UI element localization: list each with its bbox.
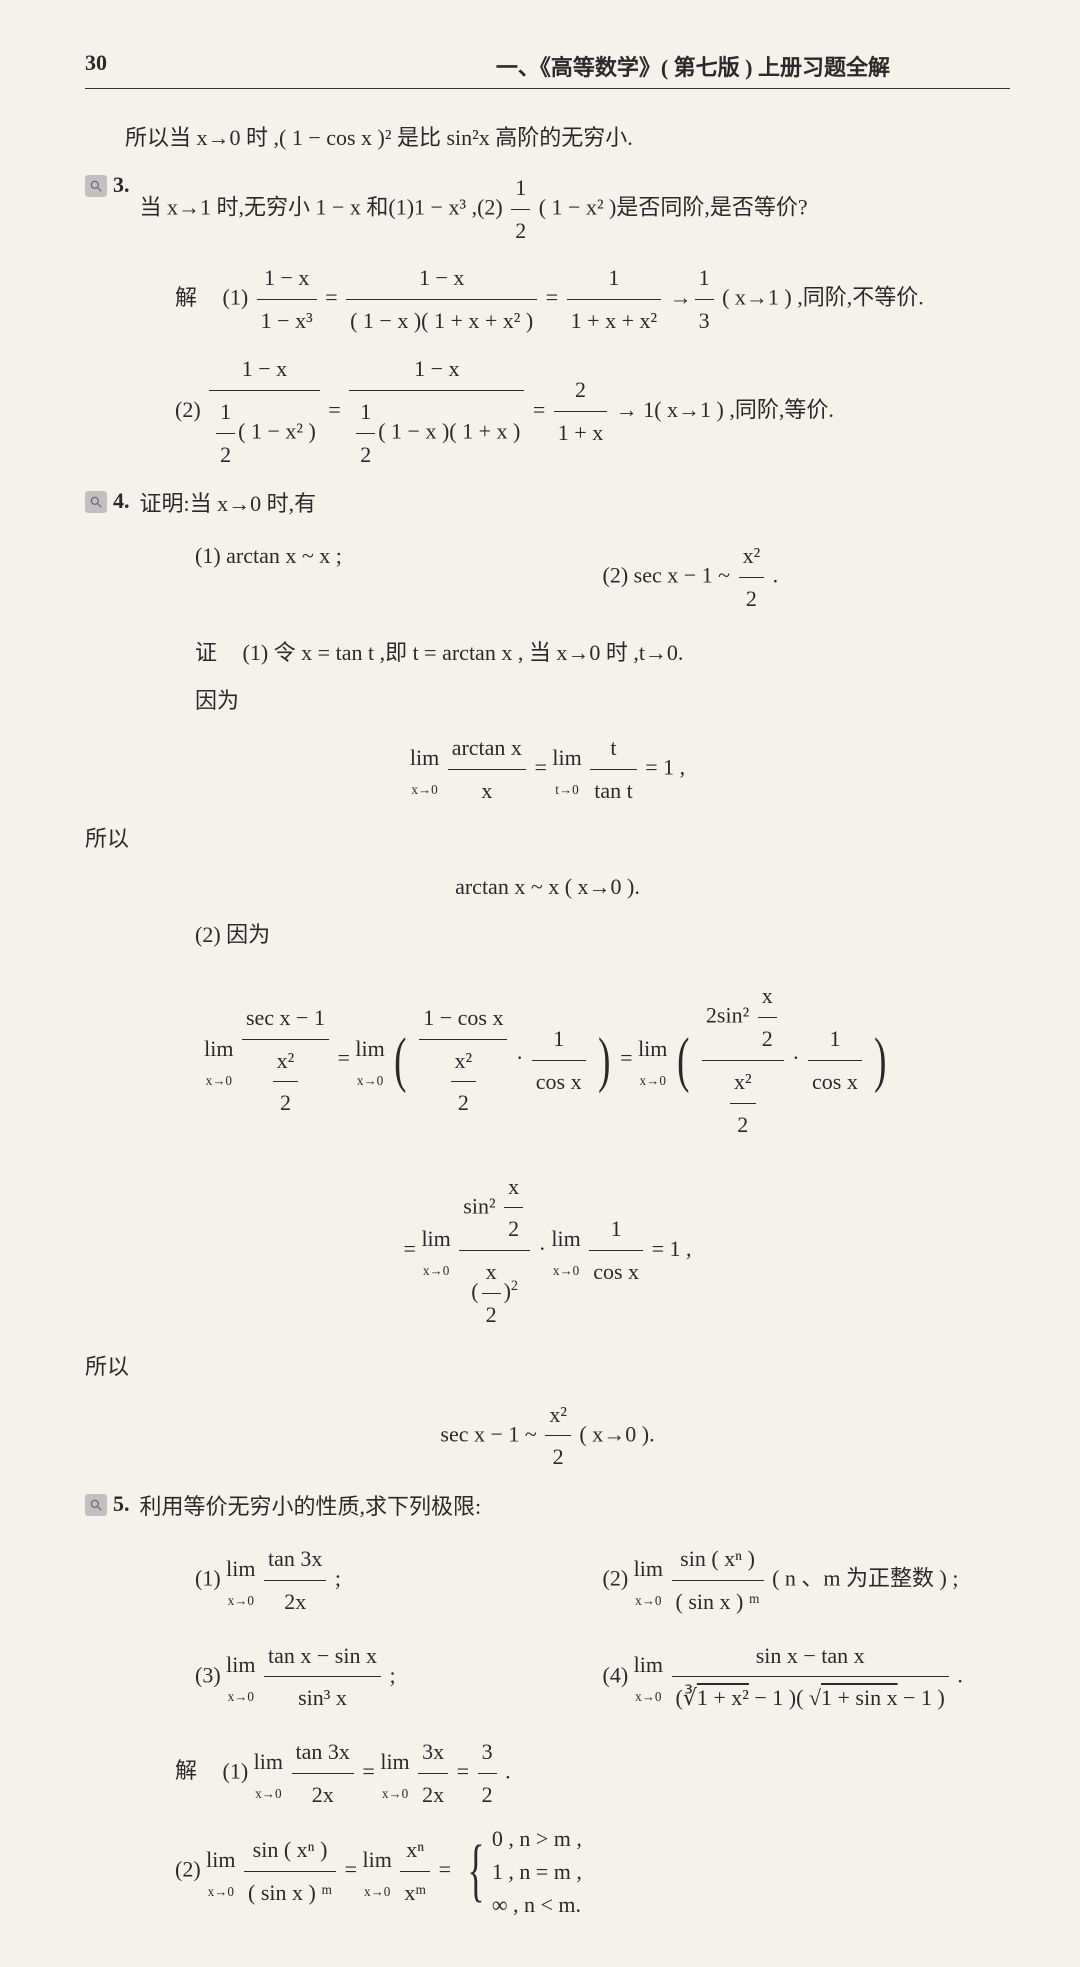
p5-sol2: (2) limx→0 sin ( xⁿ )( sin x ) ᵐ = limx→… [85,1822,1010,1921]
p4-part2: (2) sec x − 1 ~ x²2 . [603,535,1011,620]
problem-text: 利用等价无穷小的性质,求下列极限: [140,1486,1011,1528]
p4-because: 因为 [85,680,1010,722]
page-header: 30 一、《高等数学》( 第七版 ) 上册习题全解 [85,50,1010,89]
problem-3: 3. 当 x→1 时,无穷小 1 − x 和(1)1 − x³ ,(2) 12 … [85,167,1010,252]
p3-solution-1: 解 (1) 1 − x1 − x³ = 1 − x( 1 − x )( 1 + … [85,257,1010,342]
p4-eq1: limx→0 arctan xx = limt→0 ttan t = 1 , [85,727,1010,812]
magnify-icon [85,1494,107,1516]
p4-so: 所以 [85,818,1010,860]
problem-number: 3. [113,172,130,198]
problem-text: 当 x→1 时,无穷小 1 − x 和(1)1 − x³ ,(2) 12 ( 1… [140,167,1011,252]
p4-parts: (1) arctan x ~ x ; (2) sec x − 1 ~ x²2 . [85,529,1010,626]
p4-conc2: sec x − 1 ~ x²2 ( x→0 ). [85,1394,1010,1479]
p4-eq2-line2: = limx→0 sin² x2 (x2)2 · limx→0 1cos x =… [85,1166,1010,1336]
p4-conc1: arctan x ~ x ( x→0 ). [85,866,1010,908]
intro-line: 所以当 x→0 时 ,( 1 − cos x )² 是比 sin²x 高阶的无穷… [85,117,1010,159]
p4-eq2-line1: limx→0 sec x − 1 x²2 = limx→0 ( 1 − cos … [85,975,1010,1145]
p4-so2: 所以 [85,1346,1010,1388]
p3-solution-2: (2) 1 − x 12( 1 − x² ) = 1 − x 12( 1 − x… [85,348,1010,475]
p5-row2: (3) limx→0 tan x − sin xsin³ x ; (4) lim… [85,1629,1010,1726]
problem-number: 5. [113,1491,130,1517]
p5-q3: (3) limx→0 tan x − sin xsin³ x ; [195,1635,603,1720]
book-title: 一、《高等数学》( 第七版 ) 上册习题全解 [496,50,890,82]
magnify-icon [85,175,107,197]
p5-sol1: 解 (1) limx→0 tan 3x2x = limx→0 3x2x = 32… [85,1731,1010,1816]
p4-part2-label: (2) 因为 [85,914,1010,956]
p5-q4: (4) limx→0 sin x − tan x (∛1 + x² − 1 )(… [603,1635,1011,1720]
p4-part1: (1) arctan x ~ x ; [195,535,603,620]
problem-4: 4. 证明:当 x→0 时,有 [85,483,1010,525]
page-number: 30 [85,50,107,82]
p4-proof-1: 证 (1) 令 x = tan t ,即 t = arctan x , 当 x→… [85,632,1010,674]
problem-text: 证明:当 x→0 时,有 [140,483,1011,525]
p5-row1: (1) limx→0 tan 3x2x ; (2) limx→0 sin ( x… [85,1532,1010,1629]
problem-5: 5. 利用等价无穷小的性质,求下列极限: [85,1486,1010,1528]
magnify-icon [85,491,107,513]
p5-q1: (1) limx→0 tan 3x2x ; [195,1538,603,1623]
page: 30 一、《高等数学》( 第七版 ) 上册习题全解 所以当 x→0 时 ,( 1… [0,0,1080,1967]
p5-q2: (2) limx→0 sin ( xⁿ )( sin x ) ᵐ ( n 、m … [603,1538,1011,1623]
problem-number: 4. [113,488,130,514]
